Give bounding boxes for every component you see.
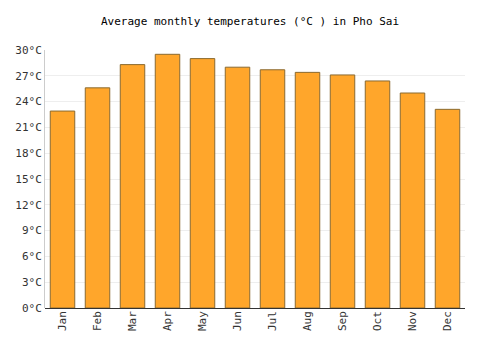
svg-text:21°C: 21°C — [15, 121, 42, 134]
svg-text:15°C: 15°C — [15, 173, 42, 186]
svg-text:Jun: Jun — [231, 311, 244, 331]
svg-text:6°C: 6°C — [22, 250, 42, 263]
svg-text:3°C: 3°C — [22, 276, 42, 289]
svg-text:30°C: 30°C — [15, 44, 42, 57]
svg-text:Sep: Sep — [336, 311, 349, 331]
svg-text:Aug: Aug — [301, 311, 314, 331]
svg-text:Average monthly temperatures (: Average monthly temperatures (°C ) in Ph… — [101, 15, 399, 28]
svg-text:May: May — [196, 311, 209, 331]
svg-text:27°C: 27°C — [15, 70, 42, 83]
svg-text:Jul: Jul — [266, 311, 279, 331]
svg-text:Dec: Dec — [441, 311, 454, 331]
svg-text:18°C: 18°C — [15, 147, 42, 160]
svg-text:Feb: Feb — [91, 311, 104, 331]
svg-text:Apr: Apr — [161, 311, 174, 331]
svg-text:Oct: Oct — [371, 311, 384, 331]
svg-text:24°C: 24°C — [15, 95, 42, 108]
svg-text:9°C: 9°C — [22, 224, 42, 237]
svg-text:Mar: Mar — [126, 311, 139, 331]
svg-text:Jan: Jan — [56, 311, 69, 331]
svg-text:Nov: Nov — [406, 311, 419, 331]
svg-text:0°C: 0°C — [22, 302, 42, 315]
svg-text:12°C: 12°C — [15, 199, 42, 212]
